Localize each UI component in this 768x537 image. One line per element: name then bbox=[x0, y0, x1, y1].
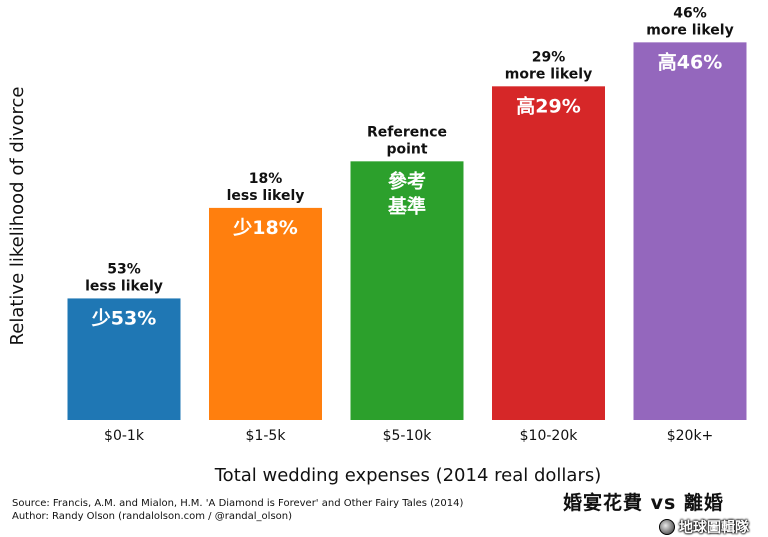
x-tick-labels-group: $0-1k $1-5k $5-10k $10-20k $20k+ bbox=[104, 428, 713, 444]
bar bbox=[350, 161, 464, 421]
author-note: Author: Randy Olson (randalolson.com / @… bbox=[12, 511, 293, 522]
bar-annotation: less likely bbox=[227, 188, 305, 204]
bar-inner-label: 少53% bbox=[91, 307, 156, 329]
bar-annotation: 18% bbox=[249, 171, 283, 187]
brand-title: 婚宴花費 vs 離婚 bbox=[563, 492, 724, 514]
bar-inner-label: 高29% bbox=[516, 94, 580, 117]
bar-annotation: more likely bbox=[646, 22, 733, 38]
bar bbox=[209, 207, 322, 420]
bar-inner-label: 高46% bbox=[658, 50, 722, 73]
bar-annotation: Reference bbox=[367, 124, 447, 140]
bar-annotation: 53% bbox=[107, 261, 141, 277]
x-axis-label: Total wedding expenses (2014 real dollar… bbox=[214, 465, 602, 486]
bar-annotation: 29% bbox=[532, 49, 566, 65]
bar bbox=[492, 86, 605, 420]
x-tick-label: $10-20k bbox=[520, 428, 579, 444]
bar-annotation: more likely bbox=[505, 66, 592, 82]
x-tick-label: $20k+ bbox=[667, 428, 714, 444]
y-axis-label: Relative likelihood of divorce bbox=[7, 87, 28, 346]
bar-annotation: less likely bbox=[85, 278, 163, 294]
source-note: Source: Francis, A.M. and Mialon, H.M. '… bbox=[12, 498, 464, 509]
bar bbox=[633, 42, 747, 420]
bars-group bbox=[67, 42, 747, 421]
bar-annotation: point bbox=[386, 141, 427, 157]
footer: Source: Francis, A.M. and Mialon, H.M. '… bbox=[12, 497, 463, 523]
brand-site: 地球圖輯隊 bbox=[563, 517, 763, 537]
x-tick-label: $1-5k bbox=[246, 428, 287, 444]
x-tick-label: $5-10k bbox=[383, 428, 433, 444]
bar-annotation: 46% bbox=[673, 5, 707, 21]
bar-inner-label: 少18% bbox=[232, 217, 297, 239]
bar bbox=[67, 298, 181, 420]
brand-watermark: 婚宴花費 vs 離婚 地球圖輯隊 bbox=[563, 488, 763, 537]
bar-inner-label: 參考 bbox=[388, 169, 426, 192]
bar-inner-label: 基準 bbox=[387, 194, 426, 217]
brand-site-label: 地球圖輯隊 bbox=[679, 520, 749, 536]
x-tick-label: $0-1k bbox=[104, 428, 145, 444]
